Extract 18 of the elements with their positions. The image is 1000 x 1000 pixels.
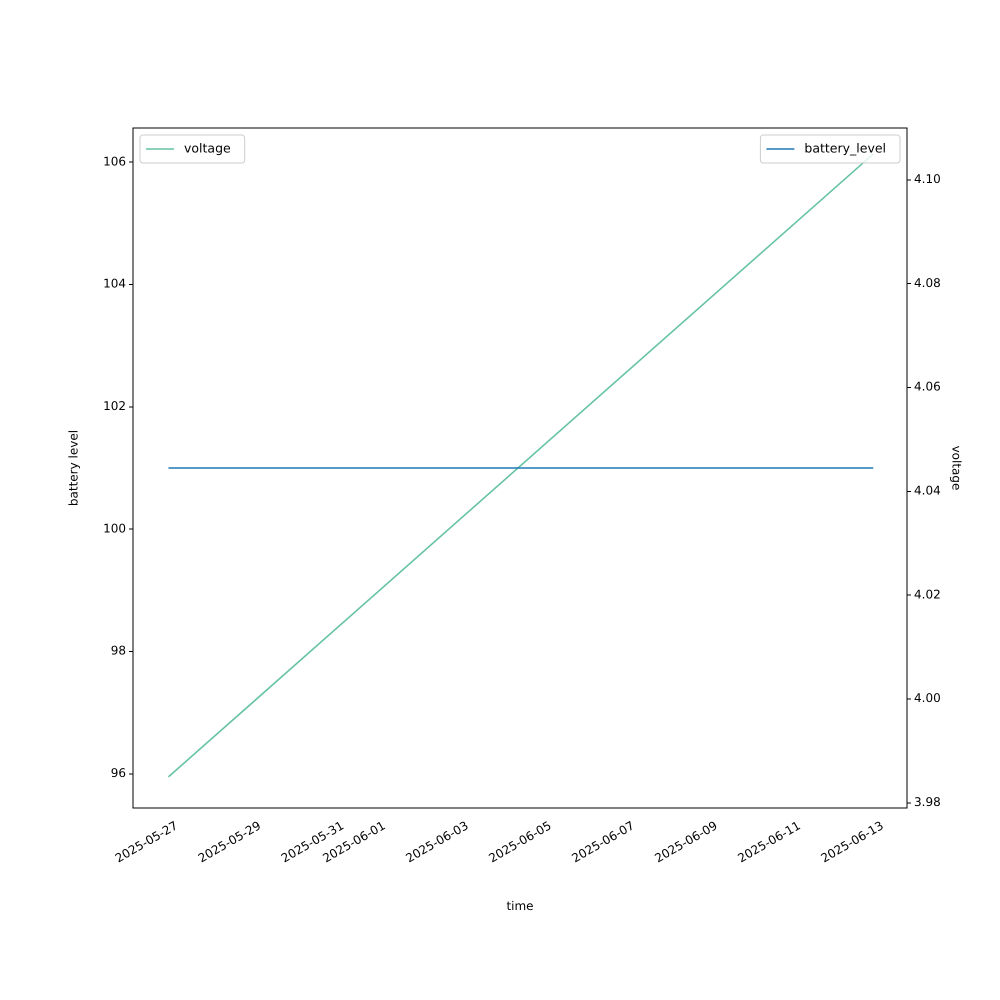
y2-tick-label: 4.06 (914, 380, 941, 394)
y2-tick-label: 4.02 (914, 587, 941, 602)
y2-axis-title: voltage (950, 446, 964, 490)
y-tick-label: 96 (110, 766, 126, 780)
legend-label: voltage (184, 140, 232, 156)
x-axis-title: time (506, 898, 534, 913)
y2-tick-label: 3.98 (914, 794, 941, 809)
y2-tick-label: 4.10 (914, 172, 941, 186)
y-tick-label: 104 (103, 276, 126, 291)
y-tick-label: 106 (103, 154, 126, 168)
legend-label: battery_level (804, 140, 886, 156)
y-axis-title: battery level (66, 430, 80, 506)
y-tick-label: 98 (110, 644, 126, 658)
y2-tick-label: 4.04 (914, 483, 941, 498)
y-tick-label: 100 (103, 521, 126, 536)
y-tick-label: 102 (103, 398, 126, 413)
y2-tick-label: 4.08 (914, 276, 941, 290)
y2-tick-label: 4.00 (914, 691, 941, 706)
